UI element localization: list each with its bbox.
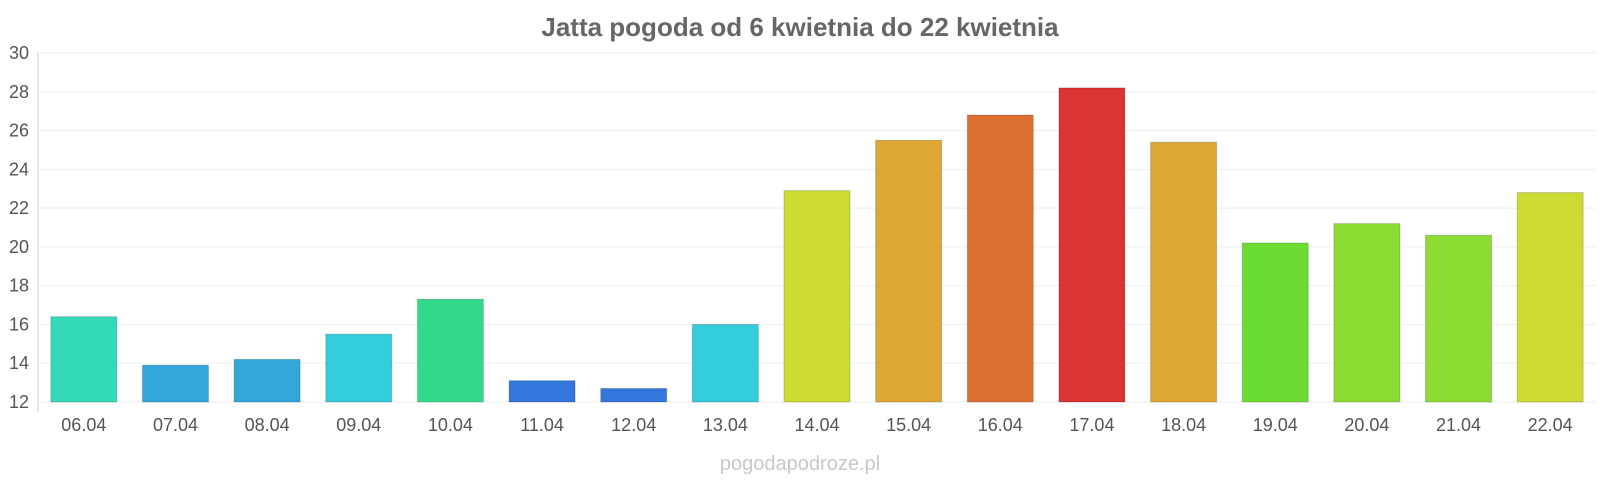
bar-21.04[interactable] <box>1425 234 1493 403</box>
x-tick-label: 10.04 <box>428 415 473 435</box>
x-tick-label: 21.04 <box>1436 415 1481 435</box>
bar-08.04[interactable] <box>233 358 301 403</box>
x-tick-label: 08.04 <box>245 415 290 435</box>
bar-13.04[interactable] <box>691 323 759 403</box>
watermark-text: pogodapodroze.pl <box>720 453 880 475</box>
bar-14.04[interactable] <box>783 190 851 403</box>
x-tick-label: 18.04 <box>1161 415 1206 435</box>
y-tick-label: 18 <box>9 276 29 296</box>
y-tick-label: 30 <box>9 43 29 63</box>
x-tick-label: 14.04 <box>794 415 839 435</box>
chart-title: Jatta pogoda od 6 kwietnia do 22 kwietni… <box>541 12 1059 42</box>
bar-10.04[interactable] <box>416 298 484 403</box>
x-tick-label: 19.04 <box>1253 415 1298 435</box>
x-tick-label: 22.04 <box>1528 415 1573 435</box>
x-tick-label: 07.04 <box>153 415 198 435</box>
bar-15.04[interactable] <box>875 139 943 403</box>
y-tick-label: 20 <box>9 237 29 257</box>
bar-07.04[interactable] <box>141 364 209 403</box>
x-tick-label: 15.04 <box>886 415 931 435</box>
x-tick-label: 11.04 <box>520 415 564 435</box>
y-tick-label: 26 <box>9 121 29 141</box>
x-tick-label: 20.04 <box>1344 415 1389 435</box>
x-tick-label: 17.04 <box>1069 415 1114 435</box>
x-tick-label: 16.04 <box>978 415 1023 435</box>
bar-16.04[interactable] <box>966 114 1034 403</box>
bar-22.04[interactable] <box>1516 192 1584 403</box>
bar-09.04[interactable] <box>325 333 393 403</box>
y-tick-label: 12 <box>9 392 29 412</box>
x-tick-label: 09.04 <box>336 415 381 435</box>
bar-19.04[interactable] <box>1241 242 1309 403</box>
bar-12.04[interactable] <box>600 387 668 403</box>
bar-06.04[interactable] <box>50 316 118 403</box>
x-tick-label: 13.04 <box>703 415 748 435</box>
y-tick-label: 28 <box>9 82 29 102</box>
y-tick-label: 14 <box>9 353 29 373</box>
bar-17.04[interactable] <box>1058 87 1126 403</box>
bar-20.04[interactable] <box>1333 223 1401 403</box>
bar-11.04[interactable] <box>508 380 576 403</box>
y-tick-label: 22 <box>9 198 29 218</box>
x-tick-label: 12.04 <box>611 415 656 435</box>
bar-18.04[interactable] <box>1150 141 1218 403</box>
x-tick-label: 06.04 <box>61 415 106 435</box>
x-axis-ticks: 06.04 07.04 08.04 09.04 10.04 11.04 12.04 13.04… <box>61 415 1572 435</box>
y-tick-label: 24 <box>9 159 29 179</box>
y-axis-ticks: 12 14 16 18 20 22 24 26 28 30 <box>9 43 29 412</box>
bars <box>50 87 1584 403</box>
y-tick-label: 16 <box>9 314 29 334</box>
